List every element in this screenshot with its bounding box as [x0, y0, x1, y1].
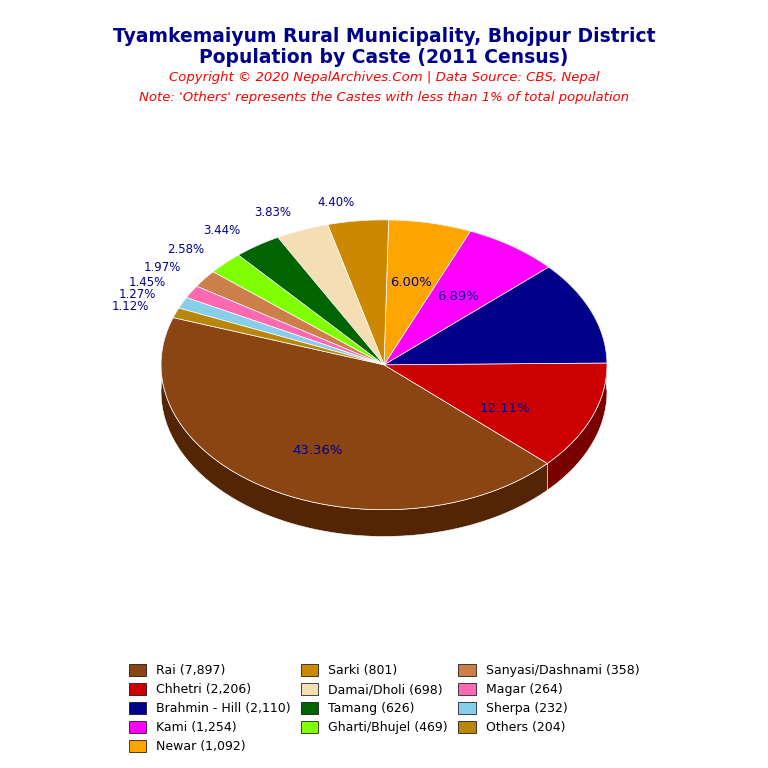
Polygon shape — [548, 267, 607, 389]
Polygon shape — [187, 286, 197, 324]
Text: 1.45%: 1.45% — [129, 276, 167, 289]
Polygon shape — [384, 231, 548, 365]
Text: Tyamkemaiyum Rural Municipality, Bhojpur District: Tyamkemaiyum Rural Municipality, Bhojpur… — [113, 27, 655, 46]
Polygon shape — [238, 237, 278, 282]
Text: Population by Caste (2011 Census): Population by Caste (2011 Census) — [200, 48, 568, 67]
Polygon shape — [179, 298, 384, 365]
Text: 4.40%: 4.40% — [317, 196, 355, 209]
Text: 6.89%: 6.89% — [438, 290, 479, 303]
Text: 3.83%: 3.83% — [254, 206, 292, 219]
Legend: Rai (7,897), Chhetri (2,206), Brahmin - Hill (2,110), Kami (1,254), Newar (1,092: Rai (7,897), Chhetri (2,206), Brahmin - … — [124, 659, 644, 758]
Polygon shape — [548, 363, 607, 490]
Text: 43.36%: 43.36% — [293, 444, 343, 457]
Text: 1.12%: 1.12% — [111, 300, 149, 313]
Polygon shape — [179, 298, 187, 335]
Polygon shape — [278, 224, 328, 264]
Polygon shape — [470, 231, 548, 294]
Text: 3.44%: 3.44% — [204, 223, 241, 237]
Polygon shape — [278, 224, 384, 365]
Polygon shape — [173, 308, 179, 344]
Polygon shape — [197, 272, 384, 365]
Text: 1.27%: 1.27% — [119, 288, 156, 301]
Text: 1.97%: 1.97% — [144, 261, 181, 274]
Text: 11.59%: 11.59% — [479, 327, 530, 340]
Polygon shape — [173, 308, 384, 365]
Polygon shape — [384, 267, 607, 365]
Polygon shape — [328, 220, 389, 365]
Polygon shape — [161, 318, 548, 537]
Polygon shape — [328, 220, 389, 251]
Polygon shape — [389, 220, 470, 258]
Polygon shape — [384, 220, 470, 365]
Text: 6.00%: 6.00% — [390, 276, 432, 289]
Text: Copyright © 2020 NepalArchives.Com | Data Source: CBS, Nepal: Copyright © 2020 NepalArchives.Com | Dat… — [169, 71, 599, 84]
Polygon shape — [213, 255, 238, 299]
Polygon shape — [161, 318, 548, 510]
Polygon shape — [187, 286, 384, 365]
Polygon shape — [384, 363, 607, 463]
Polygon shape — [238, 237, 384, 365]
Text: Note: 'Others' represents the Castes with less than 1% of total population: Note: 'Others' represents the Castes wit… — [139, 91, 629, 104]
Polygon shape — [213, 255, 384, 365]
Polygon shape — [197, 272, 213, 313]
Text: 2.58%: 2.58% — [167, 243, 204, 257]
Text: 12.11%: 12.11% — [479, 402, 530, 415]
